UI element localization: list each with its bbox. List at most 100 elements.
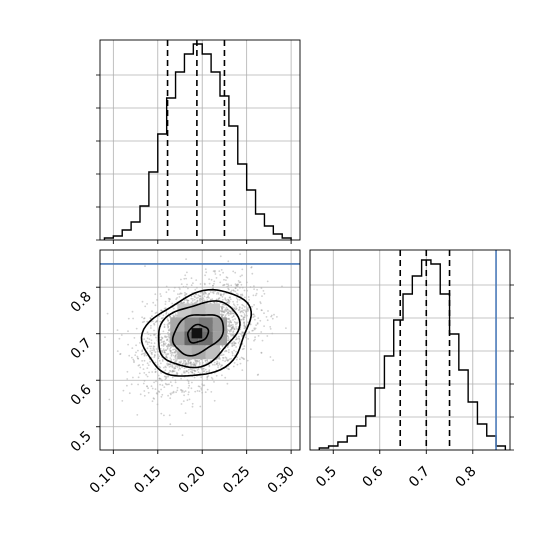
scatter-point xyxy=(225,306,228,309)
scatter-point xyxy=(169,350,172,352)
scatter-point xyxy=(183,394,186,397)
scatter-point xyxy=(230,327,233,329)
scatter-point xyxy=(176,389,179,392)
scatter-point xyxy=(154,354,156,357)
scatter-point xyxy=(167,326,170,329)
scatter-point xyxy=(246,359,249,362)
scatter-point xyxy=(221,305,224,308)
scatter-point xyxy=(172,390,175,393)
top-histogram-step xyxy=(103,43,292,240)
scatter-point xyxy=(222,303,225,305)
scatter-point xyxy=(221,315,224,318)
scatter-point xyxy=(199,283,202,285)
scatter-point xyxy=(172,348,174,351)
scatter-point xyxy=(208,369,211,372)
scatter-point xyxy=(217,292,220,294)
scatter-point xyxy=(243,321,245,324)
scatter-point xyxy=(181,366,183,369)
scatter-point xyxy=(244,309,246,312)
scatter-point xyxy=(256,374,259,376)
scatter-point xyxy=(227,325,230,327)
scatter-point xyxy=(220,315,223,317)
scatter-point xyxy=(230,330,232,332)
scatter-point xyxy=(183,301,186,304)
scatter-point xyxy=(219,255,222,258)
scatter-point xyxy=(190,363,192,366)
scatter-point xyxy=(178,367,181,370)
scatter-point xyxy=(160,309,163,312)
scatter-point xyxy=(243,358,246,360)
scatter-point xyxy=(241,369,244,371)
scatter-point xyxy=(193,295,196,298)
scatter-point xyxy=(221,314,224,317)
scatter-point xyxy=(244,336,247,339)
scatter-point xyxy=(233,304,236,307)
scatter-point xyxy=(263,325,265,327)
scatter-point xyxy=(248,299,251,301)
scatter-point xyxy=(161,358,164,361)
scatter-point xyxy=(184,390,187,392)
scatter-point xyxy=(227,359,229,362)
scatter-point xyxy=(167,345,170,348)
scatter-point xyxy=(187,393,190,396)
scatter-point xyxy=(179,368,182,370)
scatter-point xyxy=(221,354,223,356)
scatter-point xyxy=(147,364,150,366)
scatter-point xyxy=(204,274,207,277)
scatter-point xyxy=(159,293,162,295)
scatter-point xyxy=(204,292,207,294)
scatter-point xyxy=(128,354,131,357)
scatter-point xyxy=(269,328,272,330)
scatter-point xyxy=(241,307,244,310)
scatter-point xyxy=(235,284,238,287)
scatter-point xyxy=(158,359,161,362)
scatter-point xyxy=(193,370,196,372)
scatter-point xyxy=(135,351,137,354)
scatter-point xyxy=(179,292,182,295)
scatter-point xyxy=(162,314,165,317)
scatter-point xyxy=(244,326,247,329)
scatter-point xyxy=(163,307,166,310)
scatter-point xyxy=(153,334,156,336)
scatter-point xyxy=(259,301,262,303)
scatter-point xyxy=(154,321,157,323)
scatter-point xyxy=(164,365,167,368)
top-left-frame xyxy=(99,39,301,241)
scatter-point xyxy=(217,364,220,367)
scatter-point xyxy=(204,291,207,294)
scatter-point xyxy=(163,366,165,369)
scatter-point xyxy=(171,365,174,368)
scatter-point xyxy=(224,356,227,359)
scatter-point xyxy=(232,330,235,333)
scatter-point xyxy=(166,347,169,349)
scatter-point xyxy=(240,314,243,317)
scatter-point xyxy=(227,283,230,286)
scatter-point xyxy=(217,366,220,369)
scatter-point xyxy=(164,382,167,385)
scatter-point xyxy=(195,362,198,365)
scatter-point xyxy=(145,373,148,376)
scatter-point xyxy=(235,292,238,295)
scatter-point xyxy=(228,330,231,333)
scatter-point xyxy=(158,315,161,317)
scatter-point xyxy=(176,366,179,369)
scatter-point xyxy=(199,372,201,375)
scatter-point xyxy=(147,387,150,390)
scatter-point xyxy=(205,371,208,374)
scatter-point xyxy=(232,289,235,291)
scatter-point xyxy=(265,316,268,318)
scatter-point xyxy=(190,297,193,300)
scatter-point xyxy=(143,394,146,397)
scatter-point xyxy=(160,372,163,374)
scatter-point xyxy=(238,306,241,308)
scatter-point xyxy=(169,349,172,352)
scatter-point xyxy=(216,362,219,365)
scatter-point xyxy=(228,323,231,326)
scatter-point xyxy=(228,317,231,320)
scatter-point xyxy=(222,353,225,356)
scatter-point xyxy=(122,389,125,392)
scatter-point xyxy=(203,299,206,302)
scatter-point xyxy=(253,327,256,330)
scatter-point xyxy=(239,358,241,361)
scatter-point xyxy=(178,360,181,363)
